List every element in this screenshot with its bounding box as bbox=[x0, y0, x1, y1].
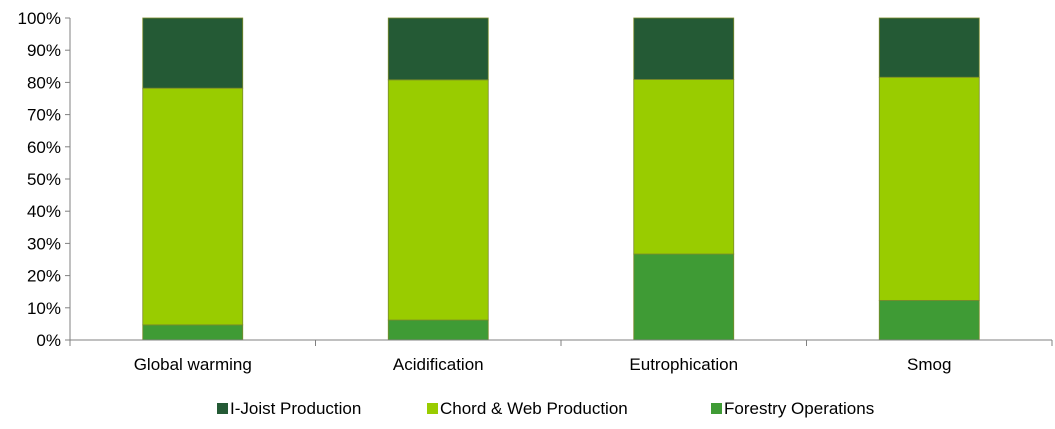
bar-segment-i-joist-production bbox=[387, 17, 489, 81]
x-category-label: Acidification bbox=[393, 355, 484, 374]
bar-segment-forestry-operations bbox=[387, 319, 489, 341]
y-tick-label: 30% bbox=[27, 234, 61, 253]
y-tick-label: 20% bbox=[27, 267, 61, 286]
y-tick-label: 50% bbox=[27, 170, 61, 189]
bar-segment-forestry-operations bbox=[633, 253, 735, 341]
bar-segment-i-joist-production bbox=[142, 17, 244, 89]
bar-segment-i-joist-production bbox=[633, 17, 735, 80]
legend: I-Joist Production Chord & Web Production… bbox=[217, 399, 874, 418]
bar-segment-chord-web-production bbox=[878, 76, 980, 301]
y-tick-label: 70% bbox=[27, 106, 61, 125]
y-tick-label: 10% bbox=[27, 299, 61, 318]
y-tick-label: 100% bbox=[18, 9, 61, 28]
y-axis: 0% 10% 20% 30% 40% 50% 60% 70% 80% 90% 100% bbox=[18, 9, 71, 350]
y-tick-label: 80% bbox=[27, 73, 61, 92]
x-category-label: Global warming bbox=[134, 355, 252, 374]
legend-swatch bbox=[217, 403, 228, 414]
x-category-label: Smog bbox=[907, 355, 951, 374]
y-tick-label: 60% bbox=[27, 138, 61, 157]
bar-segment-i-joist-production bbox=[878, 17, 980, 78]
bar-segment-chord-web-production bbox=[142, 87, 244, 326]
bar-segment-chord-web-production bbox=[387, 79, 489, 321]
y-tick-label: 0% bbox=[36, 331, 61, 350]
bar-segment-forestry-operations bbox=[142, 324, 244, 341]
x-axis: Global warming Acidification Eutrophicatio… bbox=[69, 339, 1053, 374]
legend-label: I-Joist Production bbox=[230, 399, 361, 418]
legend-label: Forestry Operations bbox=[724, 399, 874, 418]
y-tick-label: 40% bbox=[27, 202, 61, 221]
bar-segment-forestry-operations bbox=[878, 299, 980, 341]
bars bbox=[142, 17, 980, 341]
x-category-label: Eutrophication bbox=[629, 355, 738, 374]
legend-label: Chord & Web Production bbox=[440, 399, 628, 418]
legend-swatch bbox=[427, 403, 438, 414]
y-tick-label: 90% bbox=[27, 41, 61, 60]
legend-swatch bbox=[711, 403, 722, 414]
bar-segment-chord-web-production bbox=[633, 79, 735, 255]
